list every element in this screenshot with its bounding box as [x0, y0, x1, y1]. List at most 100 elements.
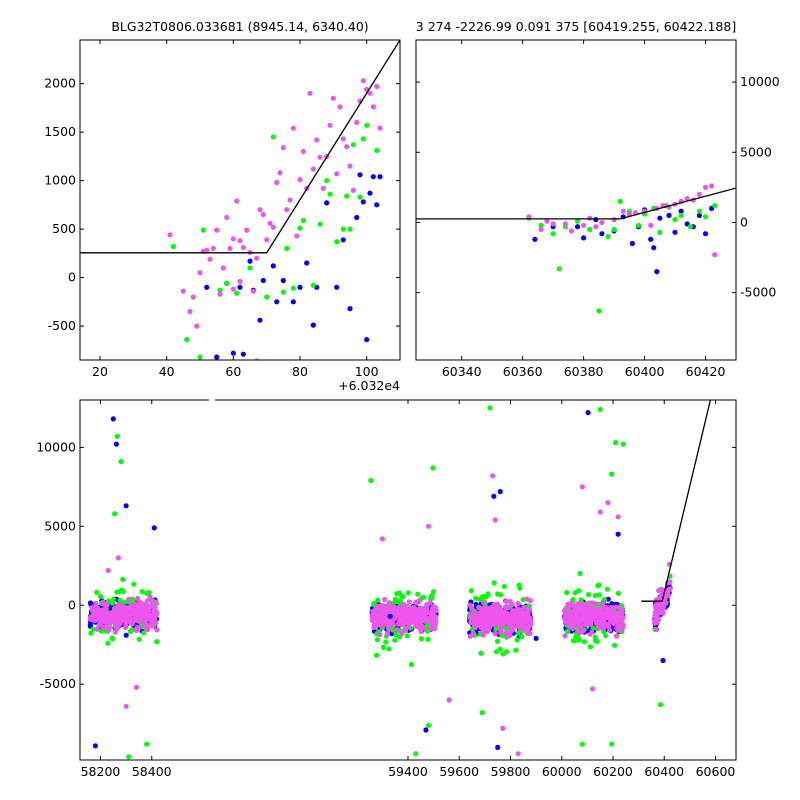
bottom-season-0-point [143, 623, 149, 630]
bottom-y-tick-label: 0 [68, 597, 76, 612]
bottom-season-2-point [501, 622, 507, 628]
bottom-season-0-point [142, 607, 148, 613]
bottom-y-tick-label: 5000 [44, 518, 76, 533]
bottom-season-1-point [404, 633, 410, 639]
bottom-outlier-point [118, 459, 124, 465]
top-left-series-1-point [290, 285, 296, 291]
bottom-season-0-point [113, 611, 120, 618]
bottom-season-1-point [382, 603, 389, 610]
bottom-season-3-point [576, 622, 582, 628]
top-left-series-2-point [320, 185, 326, 191]
top-left-series-2-point [310, 166, 316, 172]
bottom-season-3-point [620, 625, 626, 631]
top-left-series-0-point [270, 263, 276, 269]
bottom-season-0-point [95, 607, 101, 613]
top-left-series-1-point [347, 226, 353, 232]
top-left-series-1-point [200, 227, 206, 233]
bottom-season-2-point [472, 610, 479, 617]
bottom-season-4-point [654, 619, 660, 626]
bottom-season-2-point [503, 630, 509, 636]
top-left-series-0-point [364, 337, 370, 343]
top-right-series-1-point [635, 222, 642, 228]
bottom-season-1-point [375, 597, 381, 603]
top-right-x-tick-label: 60400 [625, 364, 665, 379]
bottom-season-0-point [136, 636, 142, 642]
bottom-season-3-point [605, 596, 611, 602]
bottom-season-0-point [134, 624, 140, 630]
top-right-title: 3 274 -2226.99 0.091 375 [60419.255, 604… [416, 19, 736, 34]
top-left-series-0-point [377, 174, 383, 180]
top-left-y-tick-label: 2000 [44, 76, 76, 91]
bottom-season-3-point [590, 625, 596, 631]
top-left-axes-frame [79, 39, 401, 361]
bottom-season-3-point [611, 642, 618, 648]
bottom-season-1-point [421, 594, 427, 600]
bottom-season-0-point [146, 605, 152, 611]
bottom-season-3-point [590, 612, 596, 618]
bottom-season-1-point [415, 591, 421, 597]
top-left-series-1-point [324, 178, 330, 184]
bottom-season-4-point [655, 615, 661, 622]
bottom-season-3-point [581, 601, 587, 608]
top-left-series-2-point [204, 247, 210, 253]
top-left-series-0-point [290, 299, 296, 305]
top-left-series-0-point [204, 284, 210, 290]
top-left-series-2-point [294, 233, 300, 239]
top-left-y-tick-label: 0 [68, 270, 76, 285]
bottom-season-2-point [515, 630, 521, 636]
bottom-season-3-point [569, 610, 575, 616]
bottom-season-3-point [572, 638, 578, 644]
top-left-series-0-point [340, 237, 346, 243]
top-left-series-2-point [230, 236, 236, 242]
bottom-outlier-point [368, 477, 374, 484]
bottom-outlier-point [609, 471, 615, 477]
bottom-season-1-point [405, 590, 411, 596]
top-left-series-2-point [270, 224, 276, 230]
top-right-series-1-point [702, 214, 709, 220]
bottom-season-0-point [148, 621, 154, 628]
bottom-outlier-point [446, 697, 452, 703]
bottom-outlier-point [615, 514, 621, 520]
bottom-season-1-point [377, 631, 383, 638]
bottom-season-2-point [500, 651, 506, 657]
bottom-outlier-point [589, 686, 596, 692]
top-left-series-1-point [327, 191, 333, 197]
bottom-season-1-point [380, 644, 386, 651]
bottom-season-1-point [427, 625, 433, 632]
top-left-series-2-point [197, 270, 203, 276]
top-right-y-tick-label: 0 [740, 214, 748, 229]
top-left-series-0-point [367, 190, 373, 196]
bottom-season-2-point [525, 629, 532, 635]
top-right-series-1-point [657, 229, 663, 235]
bottom-season-2-point [517, 626, 523, 632]
bottom-season-1-point [378, 602, 384, 609]
bottom-season-0-point [88, 630, 94, 636]
top-right-series-2-point [611, 217, 617, 223]
bottom-x-tick-label: 60000 [542, 764, 582, 779]
bottom-season-0-point [126, 596, 132, 602]
bottom-season-4-point [656, 587, 662, 594]
bottom-season-3-point [577, 570, 583, 577]
bottom-season-2-point [494, 638, 501, 645]
top-left-series-1-point [197, 354, 203, 360]
top-left-series-1-point [224, 280, 230, 286]
top-left-series-2-point [370, 104, 376, 110]
top-left-series-2-point [297, 177, 303, 183]
top-left-series-2-point [277, 170, 283, 176]
bottom-season-3-point [608, 618, 614, 624]
bottom-season-3-point [600, 600, 606, 607]
bottom-season-3-point [561, 615, 567, 621]
top-left-x-tick-label: 80 [292, 364, 308, 379]
bottom-season-0-point [112, 629, 118, 635]
bottom-season-1-point [403, 611, 410, 617]
bottom-season-2-point [513, 623, 519, 629]
top-left-series-2-point [354, 119, 360, 125]
top-left-series-2-point [230, 286, 236, 292]
top-right-series-0-point [581, 235, 587, 241]
top-left-series-0-point [247, 258, 253, 264]
top-left-series-2-point [220, 265, 226, 271]
bottom-season-1-point [398, 621, 404, 627]
bottom-season-3-point [562, 633, 568, 639]
bottom-season-0-point [99, 613, 105, 619]
top-left-series-0-point [324, 200, 330, 206]
